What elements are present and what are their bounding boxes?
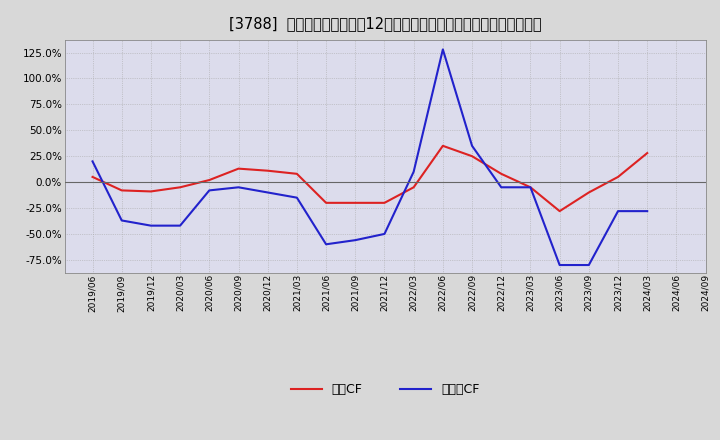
フリーCF xyxy=(613,209,622,214)
営業CF xyxy=(555,209,564,214)
フリーCF xyxy=(380,231,389,237)
営業CF xyxy=(643,150,652,156)
営業CF xyxy=(351,200,359,205)
Line: フリーCF: フリーCF xyxy=(93,49,647,265)
営業CF xyxy=(147,189,156,194)
フリーCF xyxy=(147,223,156,228)
フリーCF xyxy=(585,262,593,268)
フリーCF xyxy=(264,190,272,195)
フリーCF xyxy=(438,47,447,52)
フリーCF xyxy=(497,185,505,190)
営業CF xyxy=(613,174,622,180)
フリーCF xyxy=(89,159,97,164)
フリーCF xyxy=(410,169,418,174)
フリーCF xyxy=(205,188,214,193)
営業CF xyxy=(176,185,184,190)
営業CF xyxy=(468,154,477,159)
営業CF xyxy=(410,185,418,190)
営業CF xyxy=(264,168,272,173)
営業CF xyxy=(117,188,126,193)
営業CF xyxy=(322,200,330,205)
営業CF xyxy=(585,190,593,195)
フリーCF xyxy=(555,262,564,268)
営業CF xyxy=(526,185,535,190)
フリーCF xyxy=(351,238,359,243)
フリーCF xyxy=(234,185,243,190)
フリーCF xyxy=(117,218,126,223)
フリーCF xyxy=(468,143,477,148)
フリーCF xyxy=(176,223,184,228)
営業CF xyxy=(497,171,505,176)
営業CF xyxy=(292,171,301,176)
営業CF xyxy=(89,174,97,180)
Line: 営業CF: 営業CF xyxy=(93,146,647,211)
フリーCF xyxy=(643,209,652,214)
フリーCF xyxy=(526,185,535,190)
フリーCF xyxy=(322,242,330,247)
フリーCF xyxy=(292,195,301,200)
営業CF xyxy=(205,177,214,183)
営業CF xyxy=(234,166,243,171)
Title: [3788]  キャッシュフローの12か月移動合計の対前年同期増減率の推移: [3788] キャッシュフローの12か月移動合計の対前年同期増減率の推移 xyxy=(229,16,541,32)
営業CF xyxy=(380,200,389,205)
Legend: 営業CF, フリーCF: 営業CF, フリーCF xyxy=(284,377,486,403)
営業CF xyxy=(438,143,447,148)
